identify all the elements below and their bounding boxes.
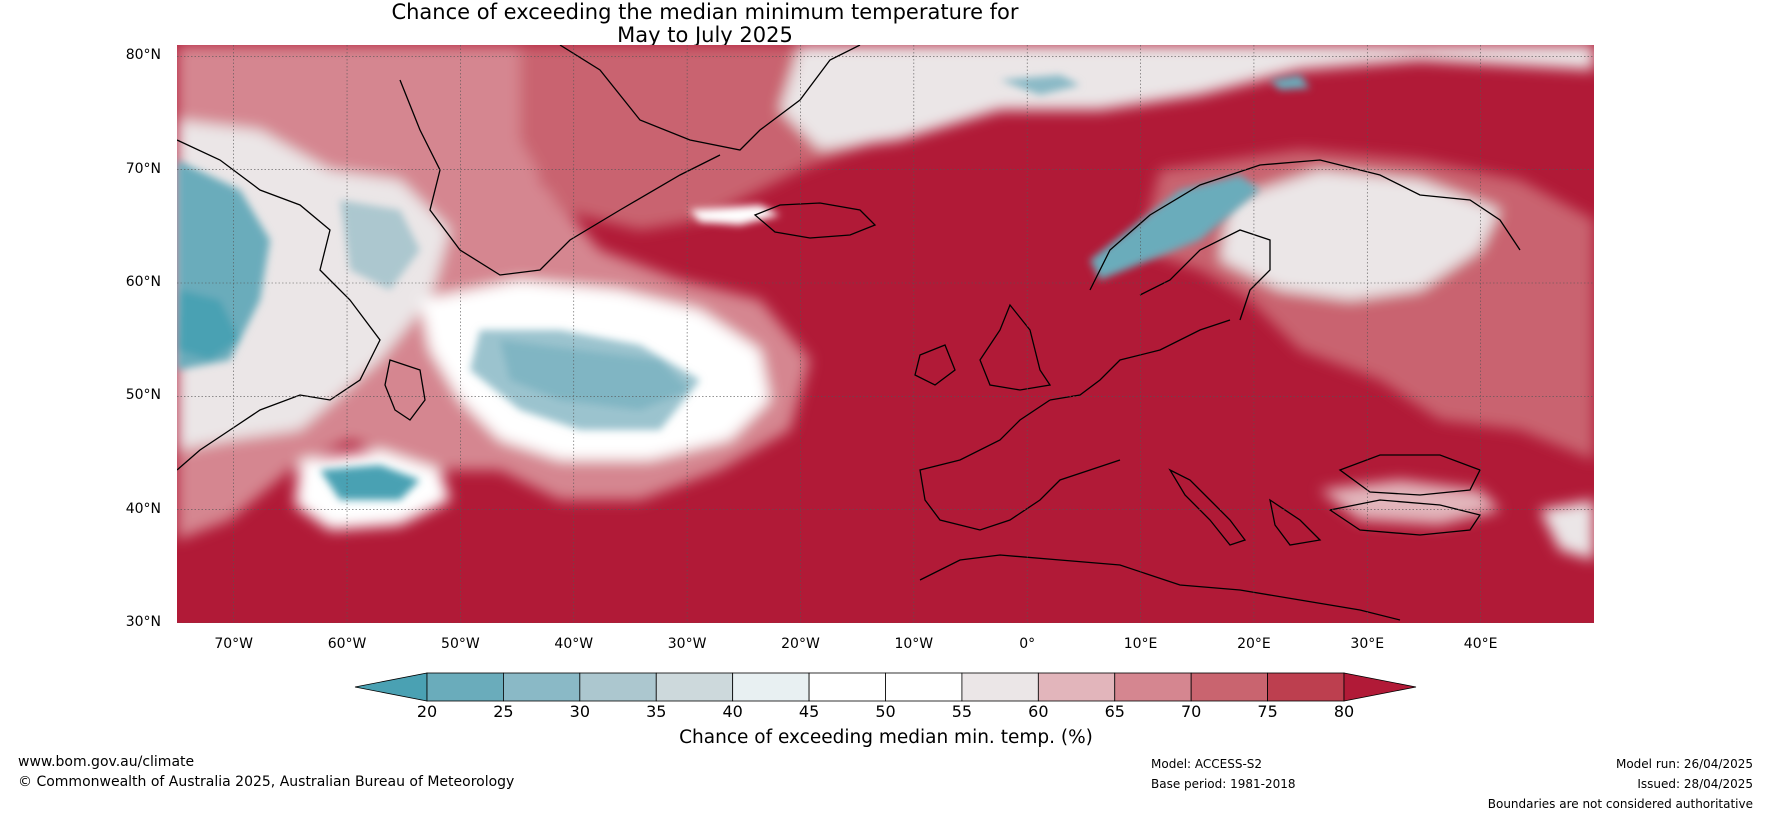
colorbar-tick-label: 55 bbox=[951, 702, 973, 721]
longitude-label: 40°E bbox=[1463, 636, 1498, 652]
colorbar-bin bbox=[503, 672, 581, 702]
colorbar-tick-label: 70 bbox=[1180, 702, 1202, 721]
colorbar-tick-label: 35 bbox=[646, 702, 667, 721]
latitude-label: 40°N bbox=[125, 500, 161, 517]
colorbar-low-extension bbox=[354, 672, 428, 702]
colorbar-tick-label: 30 bbox=[569, 702, 590, 721]
coastlines bbox=[177, 45, 1521, 621]
copyright-text: © Commonwealth of Australia 2025, Austra… bbox=[18, 774, 515, 790]
colorbar-bin bbox=[655, 672, 734, 702]
colorbar-bin bbox=[1190, 672, 1268, 702]
colorbar-bin bbox=[961, 672, 1039, 702]
colorbar-bin bbox=[1267, 672, 1345, 702]
longitude-label: 70°W bbox=[214, 636, 253, 652]
latitude-label: 60°N bbox=[125, 274, 161, 290]
colorbar bbox=[354, 672, 1417, 702]
longitude-label: 0° bbox=[1019, 636, 1036, 652]
colorbar-tick-label: 60 bbox=[1028, 702, 1049, 721]
base-period: Base period: 1981-2018 bbox=[1151, 777, 1296, 791]
colorbar-tick-label: 45 bbox=[798, 702, 820, 721]
longitude-label: 30°W bbox=[667, 636, 707, 652]
boundaries-disclaimer: Boundaries are not considered authoritat… bbox=[1487, 797, 1753, 811]
website-link[interactable]: www.bom.gov.au/climate bbox=[18, 754, 195, 770]
longitude-label: 10°E bbox=[1123, 636, 1158, 652]
longitude-label: 60°W bbox=[327, 636, 367, 652]
colorbar-tick-label: 20 bbox=[416, 702, 438, 721]
uk-coast bbox=[979, 303, 1052, 391]
colorbar-bin bbox=[1114, 672, 1192, 702]
longitude-label: 40°W bbox=[554, 636, 594, 652]
title-line-1: Chance of exceeding the median minimum t… bbox=[391, 0, 1019, 24]
longitude-label: 30°E bbox=[1350, 636, 1385, 652]
black-sea-coast bbox=[1338, 454, 1481, 496]
ireland-coast bbox=[914, 344, 956, 386]
colorbar-bin bbox=[1037, 672, 1116, 702]
colorbar-bin bbox=[732, 672, 810, 702]
longitude-label: 20°E bbox=[1237, 636, 1271, 652]
scandinavia-coast bbox=[1089, 159, 1521, 291]
model-name: Model: ACCESS-S2 bbox=[1151, 757, 1263, 771]
colorbar-tick-label: 75 bbox=[1257, 702, 1278, 721]
colorbar-title: Chance of exceeding median min. temp. (%… bbox=[679, 727, 1093, 748]
colorbar-bin bbox=[426, 672, 504, 702]
title-line-2: May to July 2025 bbox=[617, 23, 793, 47]
model-run-date: Model run: 26/04/2025 bbox=[1615, 757, 1753, 771]
greenland-coast bbox=[559, 45, 861, 151]
colorbar-tick-label: 40 bbox=[722, 702, 743, 721]
probability-field bbox=[177, 45, 1594, 623]
latitude-label: 80°N bbox=[125, 47, 161, 64]
colorbar-bin bbox=[808, 672, 886, 702]
iceland-coast bbox=[753, 202, 877, 239]
colorbar-tick-label: 80 bbox=[1333, 702, 1355, 721]
colorbar-tick-label: 50 bbox=[875, 702, 896, 721]
longitude-label: 10°W bbox=[894, 636, 934, 652]
north-america-coast bbox=[177, 139, 381, 471]
colorbar-tick-label: 25 bbox=[493, 702, 514, 721]
latitude-label: 70°N bbox=[125, 160, 161, 177]
issued-date: Issued: 28/04/2025 bbox=[1637, 777, 1753, 791]
latitude-label: 30°N bbox=[125, 614, 161, 630]
colorbar-bin bbox=[579, 672, 657, 702]
longitude-label: 20°W bbox=[781, 636, 820, 652]
colorbar-high-extension bbox=[1343, 672, 1417, 702]
colorbar-bin bbox=[885, 672, 963, 702]
longitude-label: 50°W bbox=[441, 636, 480, 652]
colorbar-tick-label: 65 bbox=[1104, 702, 1125, 721]
graticule bbox=[177, 45, 1594, 623]
latitude-label: 50°N bbox=[125, 387, 161, 404]
